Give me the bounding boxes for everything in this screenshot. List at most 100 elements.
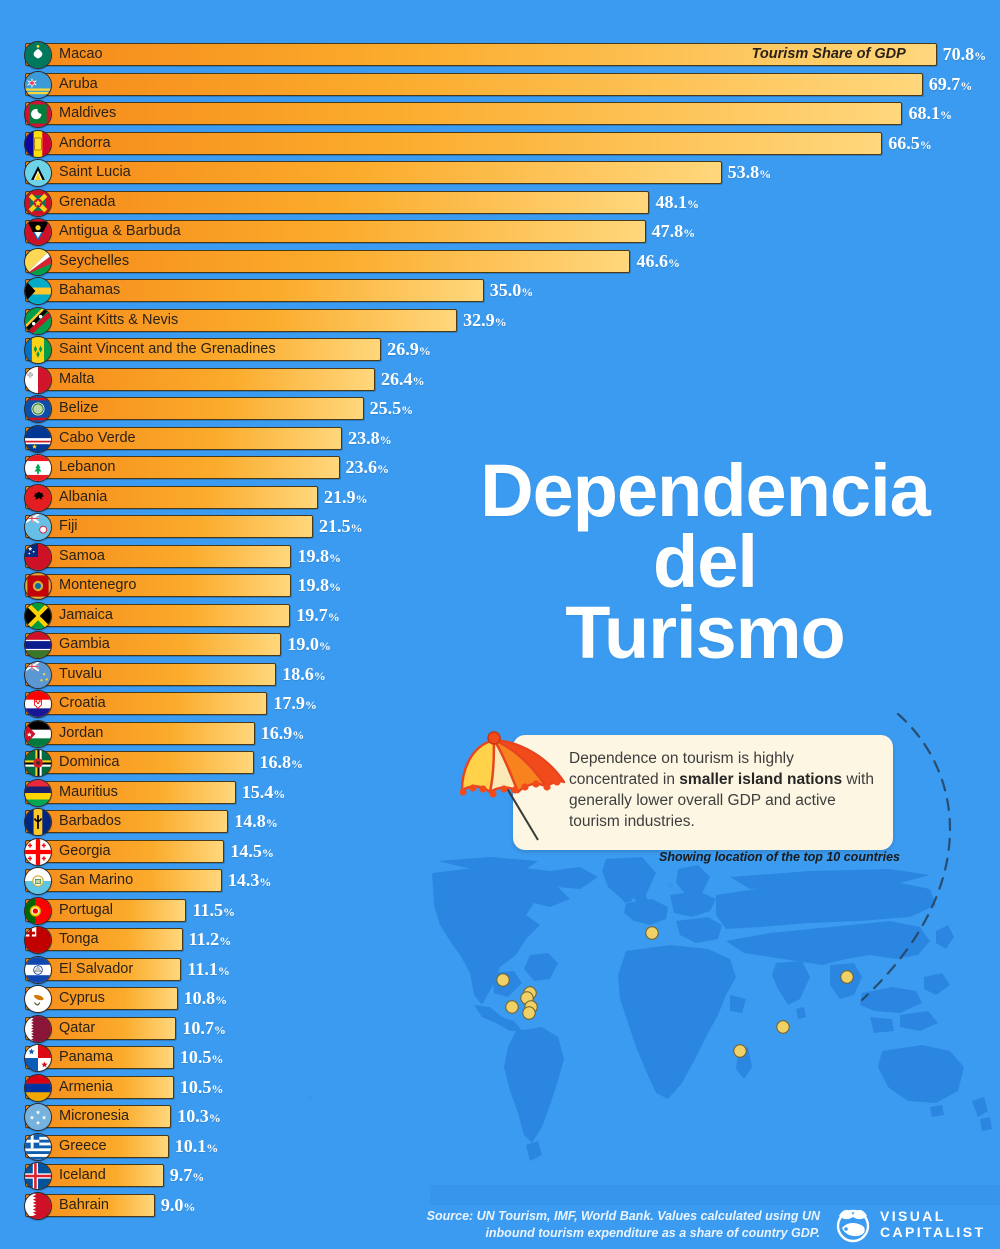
source-note: Source: UN Tourism, IMF, World Bank. Val… — [426, 1209, 820, 1240]
value-label: 10.7% — [182, 1017, 226, 1038]
bar-row: Jamaica 19.7% — [0, 601, 1000, 632]
country-label: Portugal — [59, 901, 114, 918]
el-salvador-flag-icon — [24, 955, 52, 984]
country-label: San Marino — [59, 872, 134, 888]
lebanon-flag-icon — [24, 454, 52, 482]
country-label: Georgia — [59, 842, 111, 859]
map-location-dot — [776, 1020, 790, 1034]
belize-flag-icon — [24, 395, 52, 423]
bar-row: Greece 10.1% — [0, 1132, 1000, 1163]
value-label: 9.7% — [169, 1165, 205, 1185]
andorra-flag-icon — [24, 129, 52, 158]
value-label: 10.1% — [174, 1135, 219, 1156]
country-label: El Salvador — [59, 960, 134, 977]
country-label: Belize — [59, 400, 99, 416]
bar-row: Samoa 19.8% — [0, 542, 1000, 573]
iceland-flag-icon — [24, 1162, 52, 1190]
country-label: Antigua & Barbuda — [59, 223, 181, 239]
samoa-flag-icon — [24, 542, 52, 571]
value-label: 68.1% — [908, 103, 952, 123]
country-label: Montenegro — [59, 577, 137, 593]
map-location-dot — [505, 1000, 519, 1014]
value-label: 26.4% — [380, 368, 425, 389]
bar-row: Lebanon 23.6% — [0, 454, 1000, 484]
bar-row: Dominica 16.8% — [0, 749, 1000, 779]
cyprus-flag-icon — [24, 985, 52, 1013]
callout-text-after: with generally lower overall GDP and act… — [569, 770, 874, 830]
value-label: 9.0% — [160, 1194, 196, 1215]
value-label: 23.8% — [348, 427, 392, 448]
country-label: Gambia — [59, 636, 110, 652]
value-label: 66.5% — [888, 132, 932, 153]
bar-row: Montenegro 19.8% — [0, 572, 1000, 602]
country-label: Bahamas — [59, 282, 121, 298]
value-label: 14.8% — [234, 811, 278, 831]
value-label: 21.9% — [324, 486, 368, 507]
croatia-flag-icon — [24, 690, 52, 718]
fiji-flag-icon — [24, 513, 52, 541]
country-label: Saint Kitts & Nevis — [59, 311, 179, 328]
bar-row: Qatar 10.7% — [0, 1014, 1000, 1045]
jamaica-flag-icon — [24, 601, 52, 630]
country-label: Maldives — [59, 105, 117, 121]
country-label: Greece — [59, 1137, 107, 1154]
value-label: 19.8% — [297, 575, 341, 595]
bar-row: Mauritius 15.4% — [0, 778, 1000, 809]
value-bar — [25, 810, 229, 833]
value-label: 19.0% — [287, 634, 331, 654]
country-label: Albania — [59, 488, 108, 505]
jordan-flag-icon — [24, 719, 52, 748]
value-label: 10.8% — [183, 988, 228, 1008]
value-label: 26.9% — [387, 339, 431, 359]
country-label: Mauritius — [59, 783, 118, 800]
country-label: Barbados — [59, 813, 122, 829]
bar-row: Micronesia 10.3% — [0, 1103, 1000, 1133]
bar-row: El Salvador 11.1% — [0, 955, 1000, 986]
country-label: Cabo Verde — [59, 429, 136, 446]
country-label: Jamaica — [59, 606, 113, 623]
value-label: 35.0% — [489, 280, 534, 300]
bar-row: Fiji 21.5% — [0, 513, 1000, 543]
value-label: 69.7% — [928, 73, 973, 94]
value-bar — [25, 839, 225, 863]
value-label: 48.1% — [655, 191, 699, 212]
bar-row: Saint Lucia 53.8% — [0, 159, 1000, 189]
bar-row: Armenia 10.5% — [0, 1073, 1000, 1104]
macao-flag-icon — [24, 41, 52, 69]
bar-row: Portugal 11.5% — [0, 896, 1000, 927]
title-line-2: del — [653, 520, 758, 604]
value-bar — [25, 780, 236, 804]
beach-umbrella-icon — [459, 728, 570, 848]
albania-flag-icon — [24, 483, 52, 512]
value-label: 15.4% — [241, 781, 286, 802]
tuvalu-flag-icon — [24, 660, 52, 689]
saint-vincent-grenadines-flag-icon — [24, 336, 52, 364]
callout-text: Dependence on tourism is highly concentr… — [569, 749, 879, 833]
malta-flag-icon — [24, 365, 52, 394]
value-bar — [25, 190, 650, 214]
value-label: 47.8% — [651, 221, 696, 241]
map-location-dot — [496, 973, 510, 987]
dominica-flag-icon — [24, 749, 52, 777]
callout-box: Dependence on tourism is highly concentr… — [513, 735, 893, 850]
saint-lucia-flag-icon — [24, 159, 52, 187]
mauritius-flag-icon — [24, 778, 52, 807]
bar-row: Cyprus 10.8% — [0, 985, 1000, 1015]
value-label: 11.2% — [188, 929, 232, 949]
country-label: Panama — [59, 1049, 114, 1065]
country-label: Saint Vincent and the Grenadines — [59, 341, 276, 357]
map-dot-group — [496, 926, 854, 1058]
value-label: 25.5% — [369, 398, 414, 418]
country-label: Cyprus — [59, 990, 105, 1006]
armenia-flag-icon — [24, 1073, 52, 1102]
map-location-dot — [522, 1006, 536, 1020]
tonga-flag-icon — [24, 926, 52, 954]
country-label: Dominica — [59, 754, 120, 770]
bar-row: Andorra 66.5% — [0, 129, 1000, 160]
country-label: Bahrain — [59, 1196, 109, 1213]
bar-row: Bahamas 35.0% — [0, 277, 1000, 307]
bar-row: Cabo Verde 23.8% — [0, 424, 1000, 455]
country-label: Armenia — [59, 1078, 113, 1095]
visual-capitalist-logo[interactable]: VISUAL CAPITALIST — [833, 1204, 993, 1244]
country-label: Micronesia — [59, 1108, 130, 1124]
